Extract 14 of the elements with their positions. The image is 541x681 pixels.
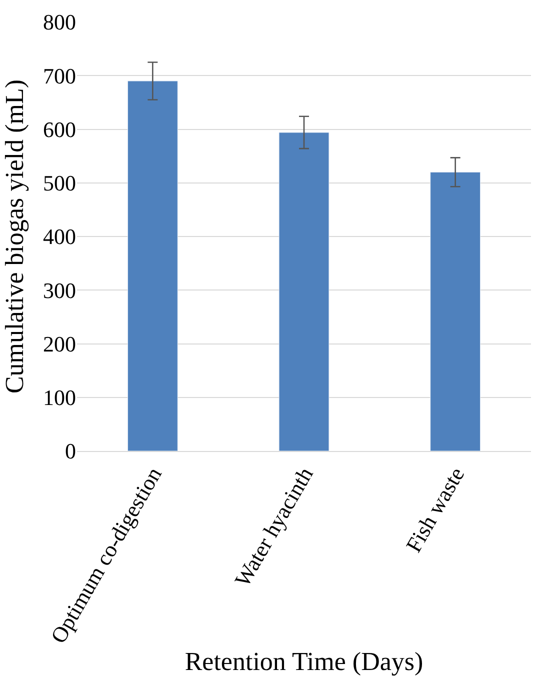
y-tick-label: 700 <box>43 63 76 88</box>
x-axis-title: Retention Time (Days) <box>184 647 424 676</box>
y-tick-label: 800 <box>43 10 76 35</box>
y-tick-label: 500 <box>43 170 76 196</box>
y-tick-label: 200 <box>43 331 76 356</box>
bar <box>278 132 330 451</box>
y-tick-label: 400 <box>43 224 76 250</box>
bar <box>430 172 481 451</box>
y-axis-title: Cumulative biogas yield (mL) <box>0 79 29 394</box>
bar <box>127 80 178 451</box>
y-tick-label: 600 <box>43 116 76 142</box>
y-tick-label: 100 <box>43 385 76 410</box>
y-tick-label: 300 <box>43 278 76 303</box>
y-tick-label: 0 <box>65 438 76 464</box>
